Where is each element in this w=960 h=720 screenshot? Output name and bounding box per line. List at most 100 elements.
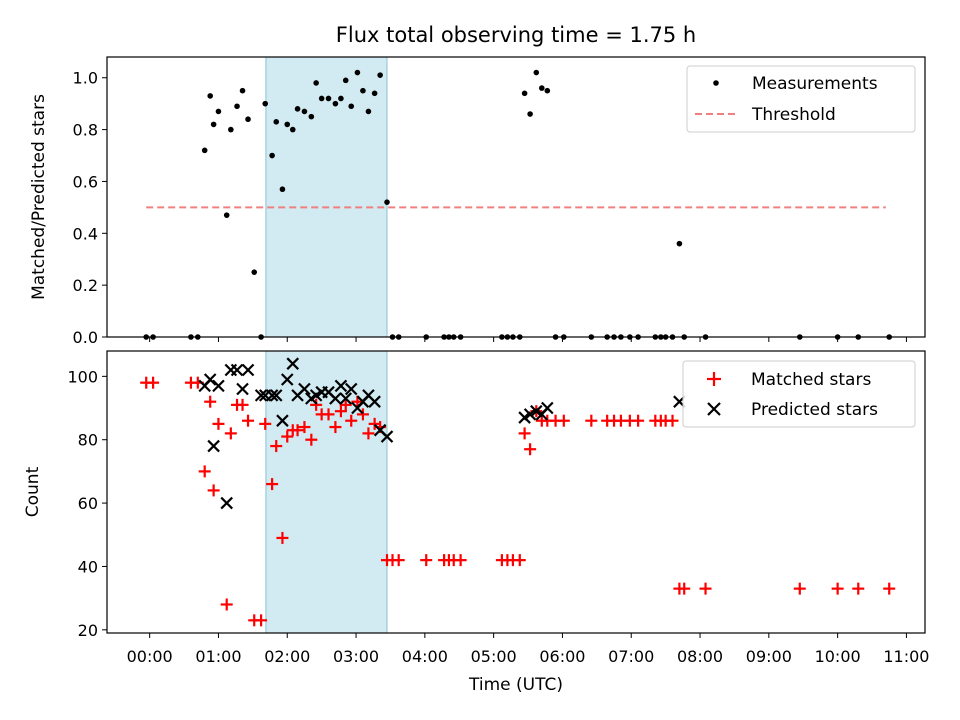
matched-point xyxy=(281,430,294,443)
legend-predicted-label: Predicted stars xyxy=(751,400,878,420)
x-tick-label: 04:00 xyxy=(402,647,448,666)
matched-point xyxy=(204,395,217,408)
matched-point xyxy=(392,554,405,567)
x-tick-label: 08:00 xyxy=(677,647,723,666)
chart-title: Flux total observing time = 1.75 h xyxy=(336,23,696,47)
measurement-point xyxy=(269,152,275,159)
bottom-y-tick-label: 20 xyxy=(78,621,98,640)
matched-point xyxy=(198,465,211,478)
matched-point xyxy=(322,408,335,421)
legend-matched-marker xyxy=(707,372,721,386)
predicted-point xyxy=(523,408,537,421)
top-highlight-span xyxy=(265,56,388,338)
bottom-y-tick-label: 40 xyxy=(78,557,98,576)
measurement-point xyxy=(294,106,301,112)
matched-point xyxy=(276,531,289,544)
predicted-point xyxy=(344,382,358,396)
x-tick-label: 00:00 xyxy=(127,647,173,666)
predicted-point xyxy=(254,389,268,402)
measurement-point xyxy=(273,119,280,125)
matched-point xyxy=(298,421,311,434)
measurement-point xyxy=(360,87,366,94)
measurement-point xyxy=(284,121,291,128)
matched-point xyxy=(362,427,375,440)
measurement-point xyxy=(342,77,349,84)
top-y-tick-label: 0.4 xyxy=(73,224,98,243)
matched-point xyxy=(632,414,645,427)
bottom-y-tick-label: 60 xyxy=(78,494,98,513)
predicted-point xyxy=(269,389,283,402)
measurement-point xyxy=(223,212,230,218)
measurement-point xyxy=(527,111,533,117)
matched-point xyxy=(420,554,433,567)
matched-point xyxy=(852,582,865,595)
measurement-point xyxy=(228,126,234,133)
legend-predicted-marker xyxy=(707,402,721,416)
measurement-point xyxy=(234,103,240,110)
bottom-y-tick-label: 100 xyxy=(67,367,98,386)
predicted-point xyxy=(220,496,233,510)
x-tick-label: 10:00 xyxy=(815,647,861,666)
top-axes: 0.0 0.2 0.4 0.6 0.8 1.0 Matched/Predicted sta… xyxy=(29,56,926,347)
predicted-point xyxy=(236,382,249,396)
matched-point xyxy=(334,405,347,418)
predicted-point xyxy=(339,392,353,405)
measurement-point xyxy=(338,95,344,102)
top-y-tick-label: 0.2 xyxy=(73,276,98,295)
top-y-tick-label: 0.6 xyxy=(73,172,98,191)
x-tick-label: 03:00 xyxy=(333,647,379,666)
measurement-point xyxy=(210,121,217,128)
matched-point xyxy=(345,414,358,427)
matched-point xyxy=(255,614,268,627)
matched-point xyxy=(305,433,318,446)
matched-point xyxy=(454,554,467,567)
predicted-point xyxy=(230,363,244,377)
measurement-point xyxy=(544,87,551,94)
top-y-tick-label: 1.0 xyxy=(73,69,98,88)
matched-point xyxy=(212,417,225,430)
measurement-point xyxy=(245,116,251,123)
measurement-point xyxy=(207,93,213,99)
top-axes-frame xyxy=(106,56,926,338)
legend-measurements-marker xyxy=(713,80,719,86)
predicted-point xyxy=(329,392,342,405)
matched-point xyxy=(270,440,283,453)
measurement-point xyxy=(371,90,378,97)
predicted-point xyxy=(541,401,554,415)
top-ylabel: Matched/Predicted stars xyxy=(29,94,49,300)
measurement-point xyxy=(538,85,545,91)
measurement-point xyxy=(201,147,208,154)
measurement-point xyxy=(262,100,269,107)
predicted-point xyxy=(212,379,225,393)
measurement-point xyxy=(521,90,528,97)
x-tick-label: 09:00 xyxy=(746,647,792,666)
predicted-point xyxy=(298,382,311,396)
measurement-point xyxy=(325,95,332,102)
measurement-point xyxy=(354,69,361,76)
matched-point xyxy=(557,414,570,427)
bottom-axes-frame xyxy=(106,350,926,634)
measurement-point xyxy=(318,95,325,102)
matched-point xyxy=(678,582,691,595)
matched-point xyxy=(356,408,369,421)
predicted-point xyxy=(286,357,300,370)
top-y-tick-label: 0.0 xyxy=(73,328,98,347)
matched-point xyxy=(242,414,255,427)
predicted-point xyxy=(334,379,348,393)
top-y-tick-label: 0.8 xyxy=(73,121,98,140)
x-tick-label: 02:00 xyxy=(264,647,310,666)
legend-matched-label: Matched stars xyxy=(751,370,871,390)
measurement-point xyxy=(384,199,390,205)
bottom-legend-frame xyxy=(682,360,916,428)
measurement-point xyxy=(289,126,296,133)
bottom-legend: Matched stars Predicted stars xyxy=(682,360,916,428)
matched-point xyxy=(310,398,323,411)
predicted-point xyxy=(276,414,289,427)
matched-point xyxy=(266,478,279,491)
legend-threshold-label: Threshold xyxy=(751,105,836,125)
predicted-point xyxy=(241,363,255,377)
predicted-point xyxy=(203,373,217,386)
bottom-axes: 20 40 60 80 100 00:00 01:00 02:00 03:00 04:00 05:… xyxy=(23,350,929,695)
x-tick-label: 05:00 xyxy=(471,647,517,666)
